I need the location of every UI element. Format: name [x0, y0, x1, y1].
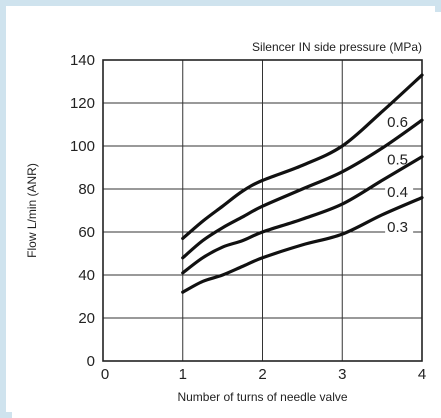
series-label-0-4: 0.4	[387, 184, 408, 201]
series-label-bg	[385, 184, 414, 201]
y-axis-label: Flow L/min (ANR)	[25, 163, 39, 258]
y-tick-label: 120	[70, 95, 95, 112]
grid	[102, 59, 423, 362]
y-tick-label: 80	[78, 181, 95, 198]
y-tick-label: 0	[87, 353, 95, 370]
tick-labels: 0 20 40 60 80 100 120 140 0 1 2 3 4	[70, 52, 426, 383]
y-tick-label: 60	[78, 224, 95, 241]
chart-svg: Silencer IN side pressure (MPa) Flow L/m…	[25, 40, 426, 404]
x-tick-label: 2	[258, 366, 266, 383]
series-line-0-6	[181, 73, 424, 241]
series-layer: 0.6 0.5 0.4 0.3	[181, 73, 424, 294]
series-label-0-5: 0.5	[387, 151, 408, 168]
y-tick-label: 40	[78, 267, 95, 284]
x-tick-label: 3	[338, 366, 346, 383]
series-label-0-6: 0.6	[387, 114, 408, 131]
series-label-0-3: 0.3	[387, 219, 408, 236]
chart-panel: Silencer IN side pressure (MPa) Flow L/m…	[12, 12, 441, 418]
series-label-bg	[385, 151, 414, 168]
x-tick-label: 0	[101, 366, 109, 383]
x-tick-label: 1	[179, 366, 187, 383]
series-line-0-5	[181, 118, 424, 260]
chart-title: Silencer IN side pressure (MPa)	[252, 40, 422, 54]
plot-border	[102, 59, 423, 362]
series-line-0-3	[181, 196, 424, 294]
series-line-0-4	[181, 155, 424, 275]
y-tick-label: 20	[78, 310, 95, 327]
y-tick-label: 100	[70, 138, 95, 155]
y-tick-label: 140	[70, 52, 95, 69]
x-axis-label: Number of turns of needle valve	[177, 390, 347, 404]
series-label-bg	[385, 113, 414, 130]
series-label-bg	[385, 219, 414, 236]
x-tick-label: 4	[418, 366, 426, 383]
